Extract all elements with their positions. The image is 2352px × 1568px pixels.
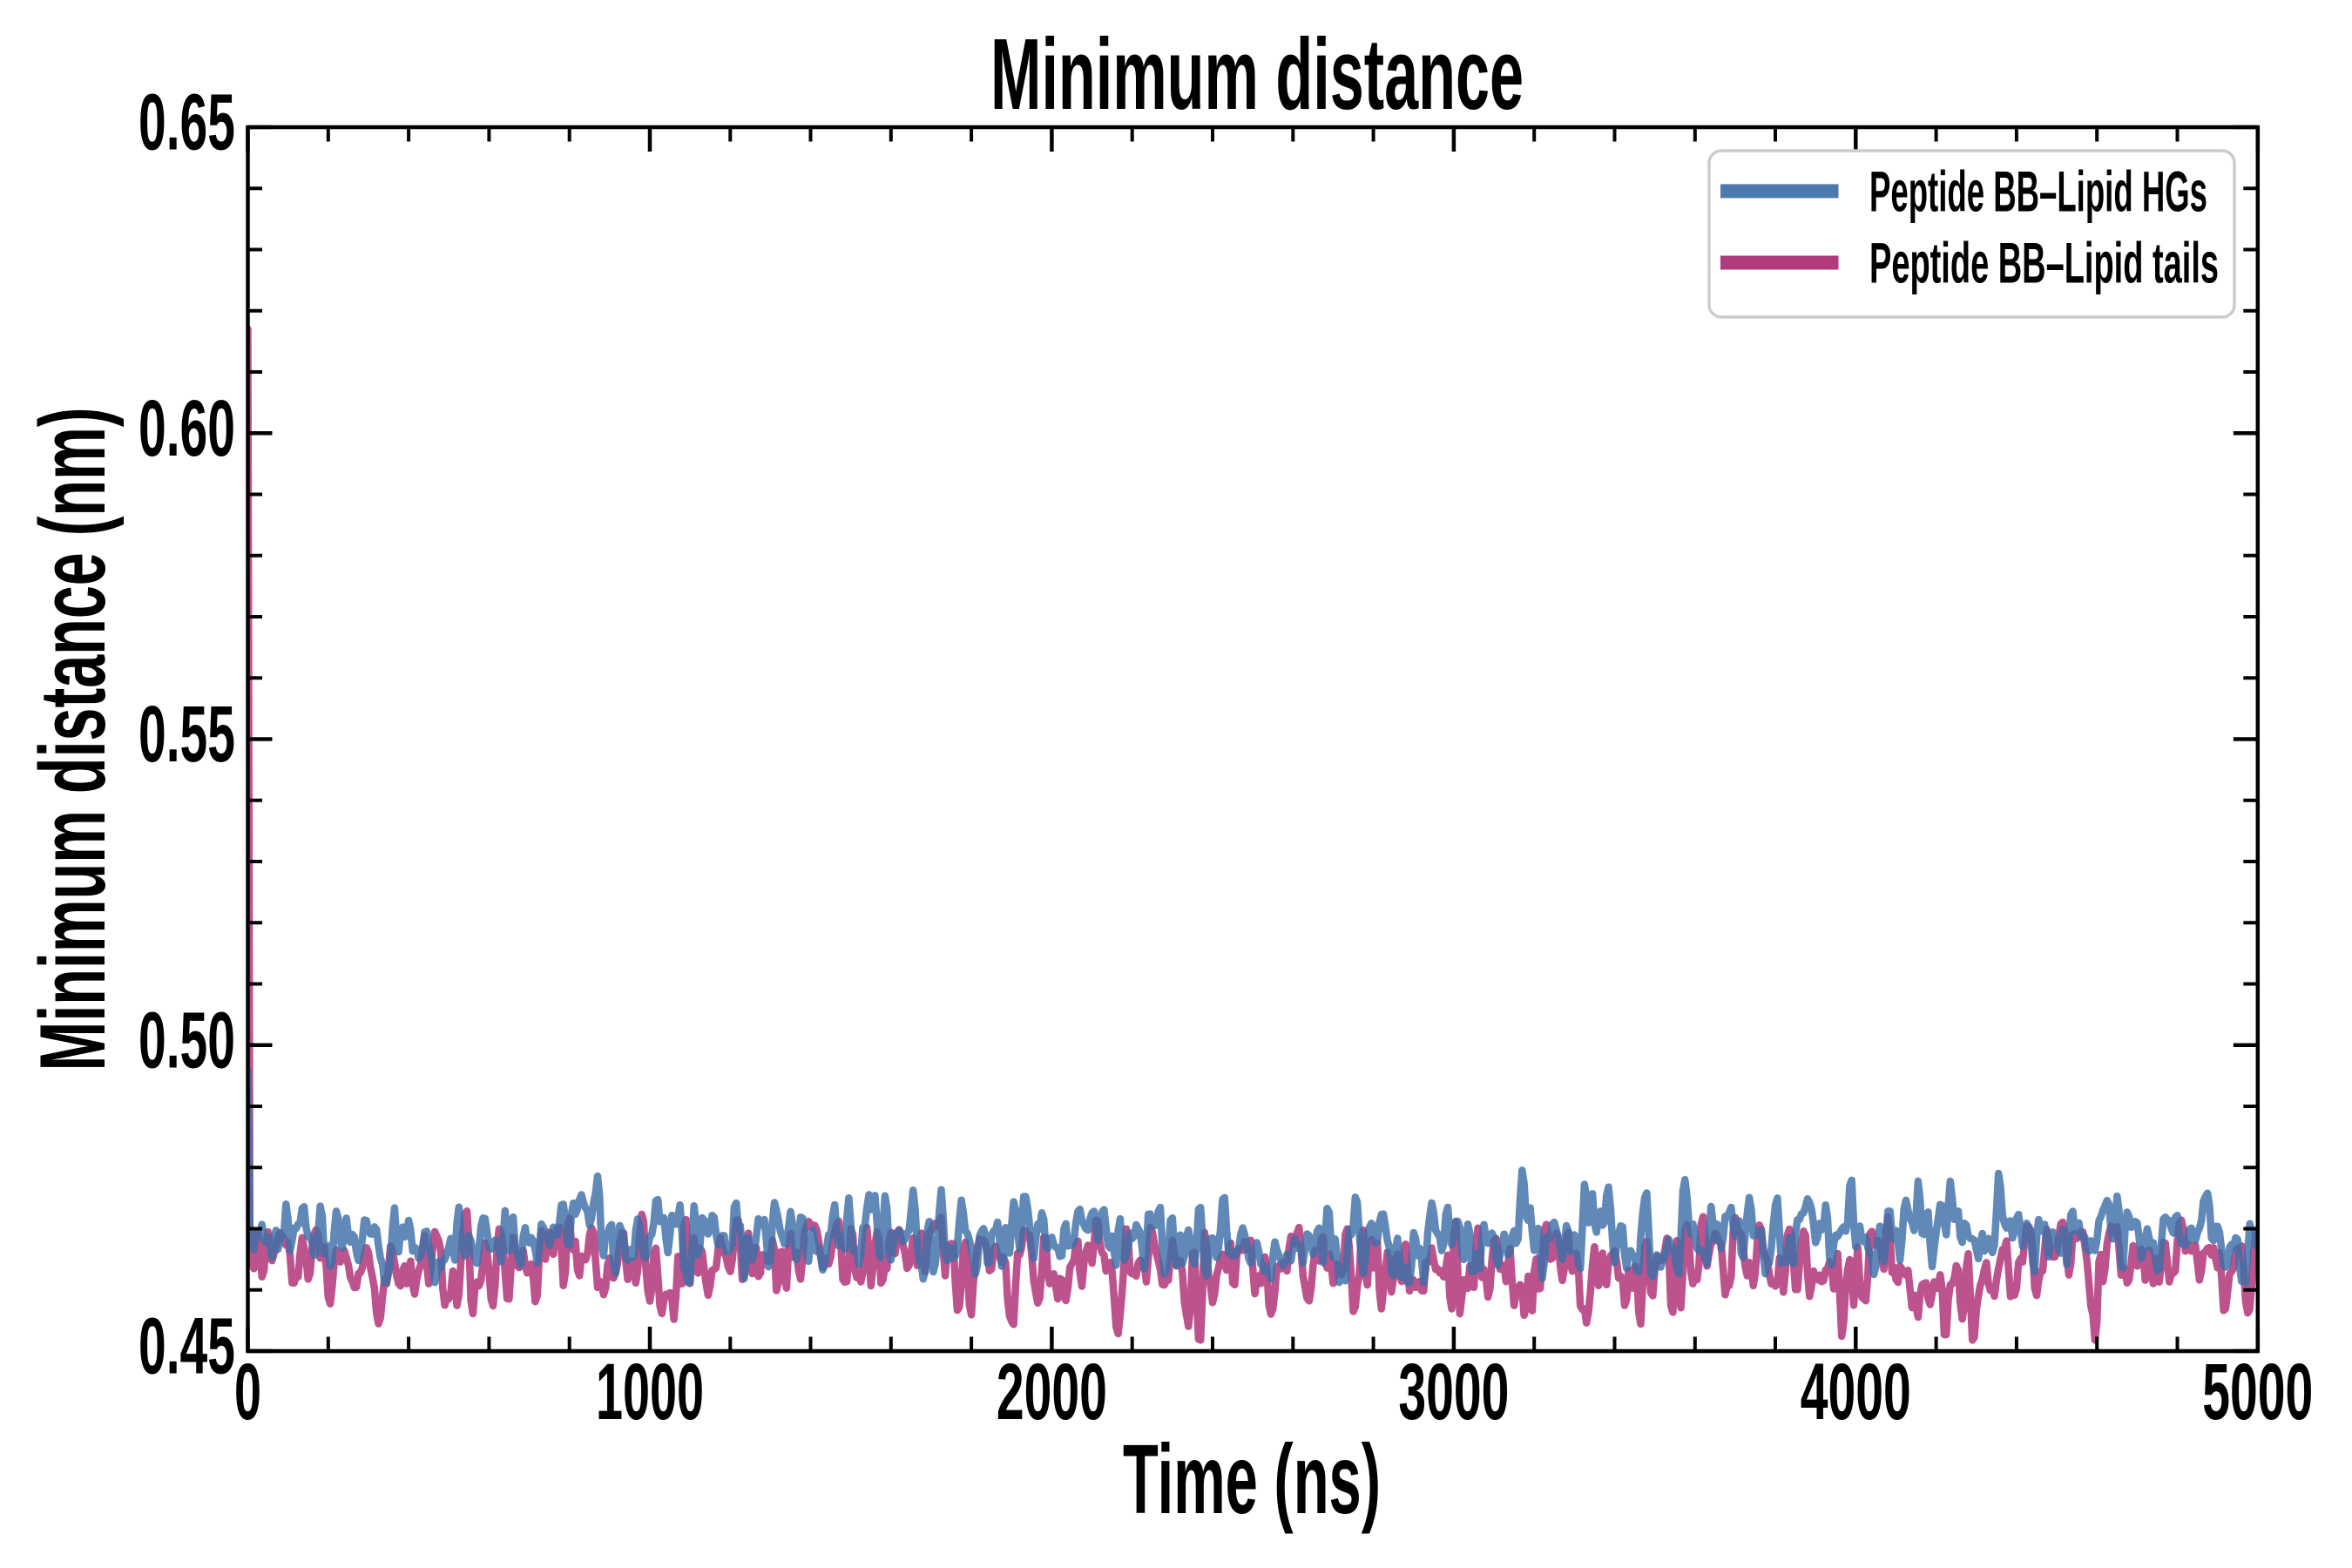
svg-text:4000: 4000 <box>1801 1348 1911 1436</box>
svg-text:Peptide BB–Lipid tails: Peptide BB–Lipid tails <box>1869 231 2219 295</box>
svg-text:Minimum distance (nm): Minimum distance (nm) <box>20 408 125 1071</box>
svg-text:0: 0 <box>234 1348 261 1436</box>
svg-text:0.55: 0.55 <box>139 690 235 779</box>
svg-text:0.45: 0.45 <box>139 1302 235 1391</box>
svg-text:0.50: 0.50 <box>139 996 235 1085</box>
svg-text:2000: 2000 <box>997 1348 1107 1436</box>
svg-text:Peptide BB–Lipid HGs: Peptide BB–Lipid HGs <box>1869 159 2207 223</box>
svg-text:0.60: 0.60 <box>139 384 235 473</box>
svg-text:0.65: 0.65 <box>139 78 235 167</box>
svg-text:1000: 1000 <box>596 1348 704 1436</box>
svg-text:3000: 3000 <box>1398 1348 1509 1436</box>
svg-text:Time (ns): Time (ns) <box>1123 1424 1381 1534</box>
svg-text:Minimum distance: Minimum distance <box>990 17 1524 131</box>
svg-text:5000: 5000 <box>2202 1348 2313 1436</box>
